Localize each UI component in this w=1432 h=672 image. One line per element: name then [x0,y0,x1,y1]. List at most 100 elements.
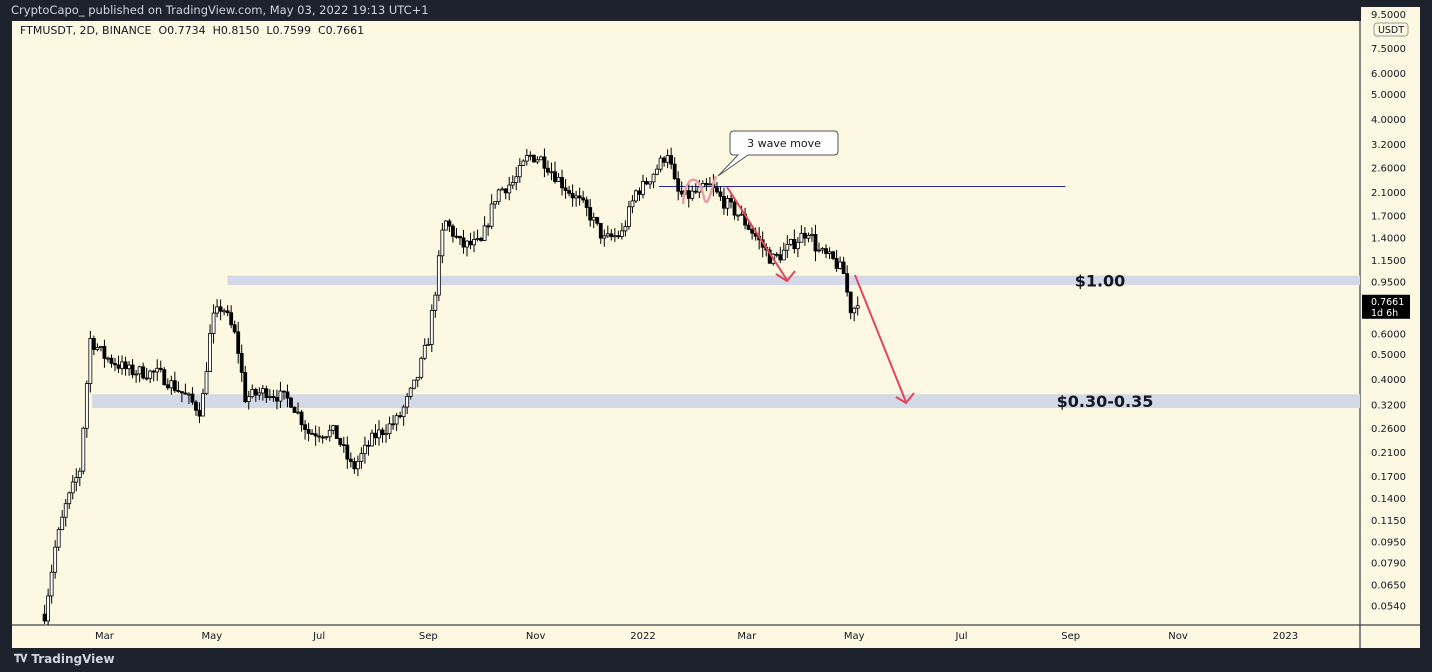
y-tick-label: 0.5000 [1371,350,1406,361]
candle-up [433,294,438,311]
candle-up [500,188,505,191]
candle-up [257,392,262,396]
candle-down [845,273,850,293]
candle-down [151,370,156,373]
candle-up [855,305,860,309]
candle-up [324,436,329,439]
candle-up [99,346,103,348]
x-tick-label: May [201,631,222,642]
chart-background [12,21,1420,648]
candle-up [700,183,705,188]
candle-up [605,233,610,237]
candle-down [303,424,307,430]
candle-up [155,367,160,373]
candle-up [634,190,638,202]
candle-up [781,249,786,261]
callout-text: 3 wave move [747,137,821,150]
last-price-box [1362,294,1410,319]
candle-up [549,171,554,174]
candle-up [355,460,360,470]
candle-down [289,397,293,408]
candle-down [637,190,642,195]
candle-up [422,344,427,359]
zone-label: $0.30-0.35 [1057,392,1154,411]
symbol-legend: FTMUSDT, 2D, BINANCE O0.7734 H0.8150 L0.… [20,24,364,37]
candle-down [718,191,723,197]
candle-up [658,157,663,170]
x-tick-label: Jul [955,631,968,642]
candle-up [482,225,487,241]
y-tick-label: 0.2100 [1371,448,1406,459]
candle-down [503,188,508,194]
y-tick-label: 0.3200 [1371,400,1406,411]
open-value: O0.7734 [158,24,206,37]
candle-up [67,492,72,505]
candle-up [106,357,110,360]
candle-down [676,178,681,192]
candle-up [95,347,100,350]
candle-down [320,436,325,439]
candle-up [70,481,75,494]
symbol-info: FTMUSDT, 2D, BINANCE [20,24,152,37]
candle-down [693,190,698,193]
y-tick-label: 0.0950 [1371,538,1406,549]
target-arrow [854,274,915,405]
candle-down [271,396,276,398]
candle-up [619,230,624,237]
x-tick-label: Nov [526,631,546,642]
x-tick-label: Mar [737,631,757,642]
candle-up [429,310,434,345]
candle-up [655,168,659,175]
candle-up [387,423,392,434]
candle-down [334,425,339,439]
candle-down [313,433,318,437]
candle-up [63,503,68,518]
candle-down [109,357,114,364]
candle-down [165,384,170,389]
candle-down [285,391,290,399]
candle-up [799,232,804,243]
candle-down [176,390,181,392]
candle-up [56,529,61,548]
candle-down [553,171,557,182]
candle-down [232,324,237,333]
candle-up [648,181,652,185]
candle-down [310,432,315,435]
candle-down [704,183,709,186]
candle-up [475,237,480,240]
candle-up [641,181,645,195]
candle-up [74,477,79,483]
candle-down [91,337,96,350]
candle-down [672,163,677,180]
x-tick-label: May [844,631,865,642]
candle-up [725,197,730,209]
candle-down [567,190,571,194]
candle-up [810,234,814,236]
candle-up [401,406,406,418]
tradingview-brand[interactable]: 𝐓𝐕 TradingView [14,652,115,666]
candle-up [120,361,124,369]
candle-down [570,192,575,199]
candle-up [370,432,374,447]
candle-down [345,444,350,460]
candle-up [690,190,695,199]
candle-down [194,401,198,411]
candle-down [588,207,593,221]
candle-up [651,173,656,183]
candle-down [662,157,667,163]
candle-down [841,261,846,275]
candle-up [827,251,832,254]
publisher-line: CryptoCapo_ published on TradingView.com… [11,3,429,17]
candle-down [225,310,230,314]
last-price-value: 0.7661 [1371,297,1404,308]
x-tick-label: 2022 [630,631,655,642]
candle-down [722,196,726,209]
candle-up [88,337,93,384]
candle-up [359,453,364,462]
candle-up [215,306,219,314]
candle-up [517,165,522,178]
candle-up [394,415,399,425]
brand-name: TradingView [31,652,115,666]
candle-down [542,156,547,169]
